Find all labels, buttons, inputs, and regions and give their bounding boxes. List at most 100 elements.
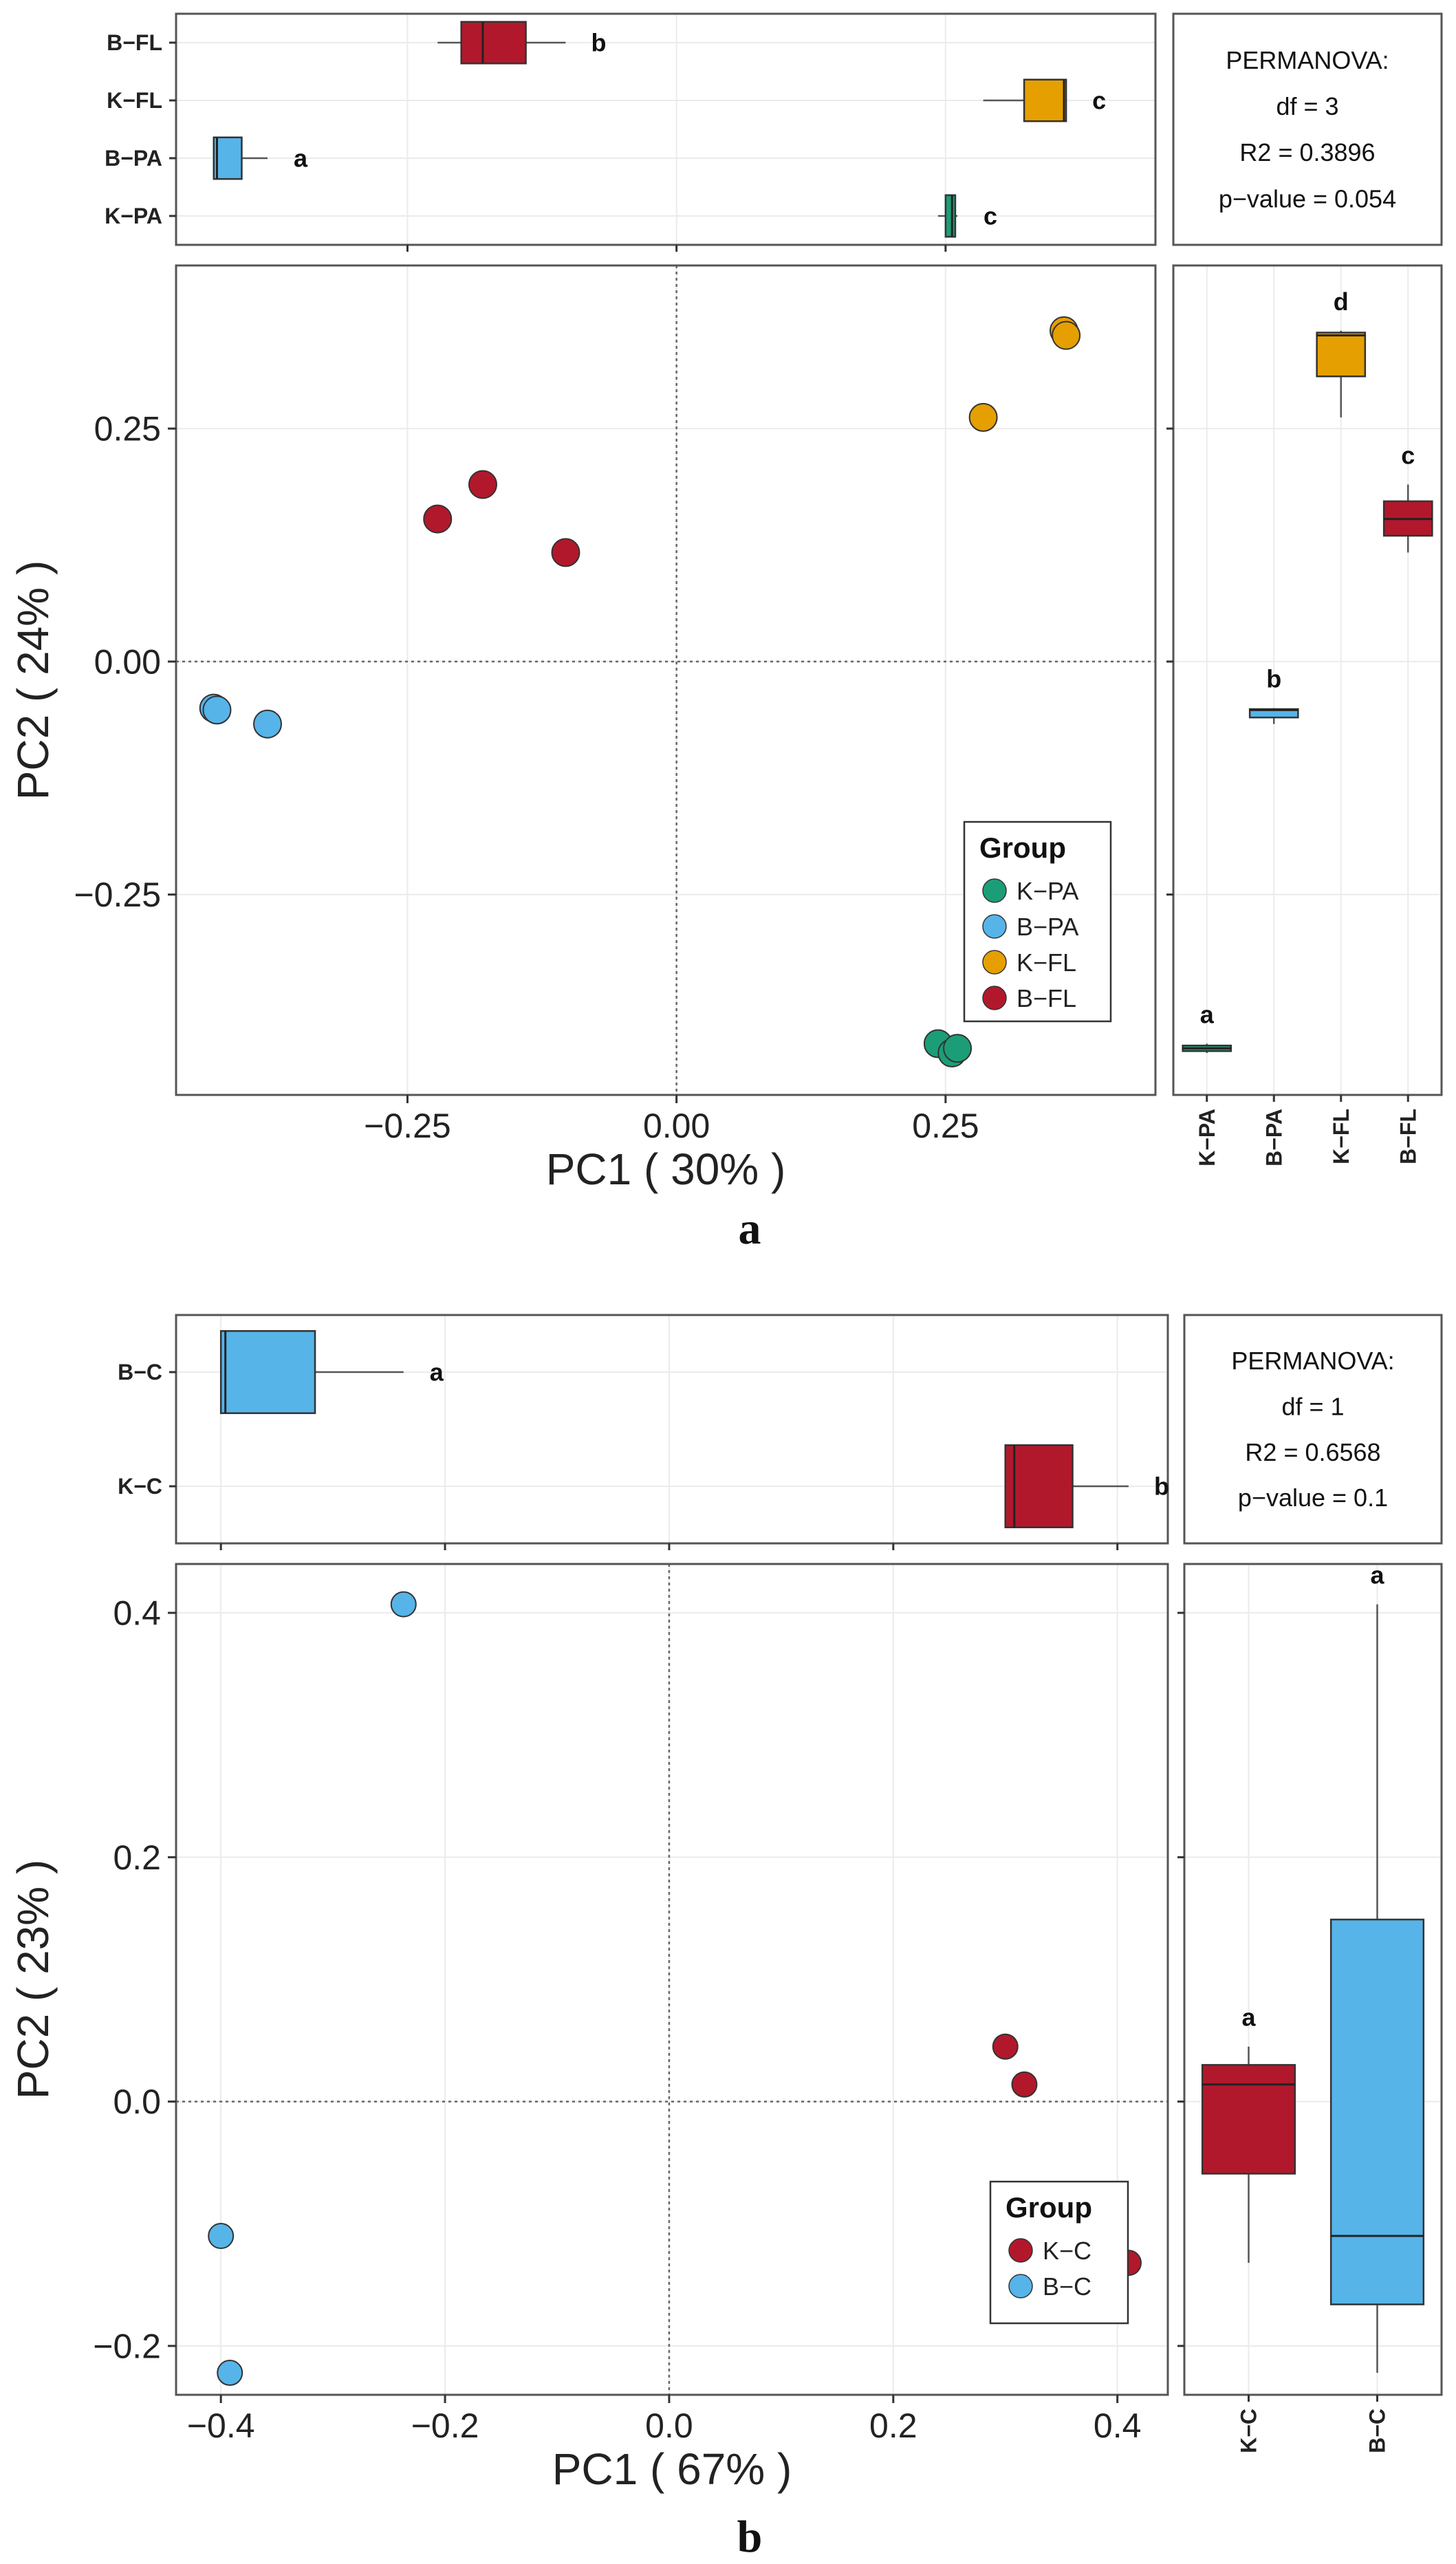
data-point: [423, 504, 453, 534]
legend-swatch: [982, 878, 1007, 903]
x-tick-label: 0.0: [645, 2407, 693, 2445]
right-box-b-pa: b B−PA: [1248, 665, 1299, 1166]
series-b-pa: [199, 693, 283, 739]
top-boxplot-panel: [175, 1314, 1169, 1545]
significance-letter: a: [1241, 2003, 1256, 2032]
y-tick-label: 0.4: [113, 1594, 161, 1633]
permanova-line: df = 3: [1276, 92, 1338, 120]
permanova-box: [1183, 1314, 1443, 1545]
permanova-box: [1172, 12, 1443, 246]
significance-letter: d: [1334, 287, 1349, 316]
top-box-k-pa: c K−PA: [105, 194, 997, 238]
box-body: [944, 194, 957, 238]
box-body: [213, 136, 243, 180]
permanova-line: p−value = 0.1: [1238, 1484, 1388, 1512]
significance-letter: a: [1370, 1561, 1384, 1589]
y-tick-label: 0.0: [113, 2083, 161, 2121]
right-box-b-c: a B−C: [1329, 1561, 1425, 2453]
x-axis-label: PC1 ( 30% ): [546, 1144, 786, 1194]
box-body: [219, 1329, 316, 1415]
right-boxplot-border: [1172, 264, 1443, 1096]
top-box-k-fl: c K−FL: [107, 78, 1106, 122]
panel-letter: b: [737, 2512, 763, 2562]
right-category-label: K−FL: [1329, 1109, 1354, 1164]
legend-swatch: [1008, 2238, 1033, 2263]
legend-entry: B−PA: [1017, 913, 1078, 941]
scatter-panel-border: [175, 1563, 1169, 2396]
right-box-b-fl: c B−FL: [1382, 441, 1433, 1164]
legend-swatch: [982, 950, 1007, 975]
y-tick-label: −0.2: [93, 2327, 161, 2365]
permanova-line: PERMANOVA:: [1226, 46, 1389, 74]
panel-b: −0.4 −0.2 0.0 0.2 0.4 0.4 0.2 0.0 −0.2 PC1 ( 67% …: [8, 1314, 1443, 2562]
top-category-label: K−FL: [107, 88, 162, 113]
legend-title: Group: [1006, 2191, 1092, 2224]
legend: Group K−C B−C: [989, 2180, 1129, 2325]
data-point: [1011, 2071, 1038, 2098]
top-boxplot-panel: [175, 12, 1157, 246]
top-category-label: B−C: [118, 1360, 162, 1384]
significance-letter: b: [591, 29, 606, 57]
permanova-line: R2 = 0.6568: [1245, 1438, 1380, 1466]
box-body: [1004, 1444, 1074, 1529]
top-category-label: K−PA: [105, 204, 162, 228]
legend-title: Group: [979, 832, 1066, 864]
significance-letter: c: [1401, 441, 1415, 469]
right-boxplot-border: [1183, 1563, 1443, 2396]
right-boxplot-panel: [1172, 264, 1443, 1096]
y-tick-label: 0.00: [94, 642, 161, 681]
data-point: [390, 1591, 417, 1618]
x-tick-label: −0.25: [364, 1107, 451, 1145]
data-point: [217, 2360, 243, 2387]
data-point: [253, 709, 283, 739]
series-b-fl: [423, 470, 580, 567]
permanova-line: df = 1: [1281, 1392, 1344, 1420]
x-tick-label: 0.2: [869, 2407, 917, 2445]
legend-entry: B−FL: [1017, 984, 1076, 1012]
data-point: [943, 1034, 973, 1063]
x-tick-label: 0.00: [643, 1107, 710, 1145]
right-category-label: B−C: [1365, 2409, 1390, 2453]
panel-a: −0.25 0.00 0.25 0.25 0.00 −0.25 PC1 ( 30% ) PC2…: [8, 12, 1443, 1254]
legend-swatch: [982, 986, 1007, 1010]
data-point: [202, 695, 232, 725]
top-category-label: B−PA: [105, 146, 162, 171]
y-tick-label: 0.2: [113, 1838, 161, 1877]
top-boxplot-border: [175, 12, 1157, 246]
permanova-line: p−value = 0.054: [1219, 184, 1396, 213]
permanova-line: R2 = 0.3896: [1239, 138, 1375, 166]
series-k-fl: [968, 316, 1081, 432]
box-body: [460, 21, 527, 65]
y-tick-label: 0.25: [94, 410, 161, 448]
right-category-label: B−PA: [1261, 1109, 1286, 1166]
data-point: [468, 470, 497, 499]
right-category-label: B−FL: [1395, 1109, 1420, 1164]
legend-entry: K−PA: [1017, 877, 1078, 905]
significance-letter: a: [430, 1358, 444, 1387]
top-boxplot-border: [175, 1314, 1169, 1545]
right-category-label: K−PA: [1195, 1109, 1219, 1166]
significance-letter: c: [1092, 87, 1106, 115]
scatter-panel-border: [175, 264, 1157, 1096]
legend-entry: B−C: [1043, 2272, 1091, 2301]
data-point: [208, 2223, 235, 2250]
y-axis-label: PC2 ( 23% ): [8, 1860, 58, 2100]
x-tick-label: 0.4: [1094, 2407, 1142, 2445]
top-category-label: B−FL: [107, 30, 162, 55]
box-body: [1201, 2064, 1296, 2175]
x-tick-label: −0.4: [187, 2407, 255, 2445]
significance-letter: b: [1266, 665, 1281, 693]
top-box-k-c: b K−C: [118, 1444, 1169, 1529]
x-axis-label: PC1 ( 67% ): [552, 2444, 792, 2494]
significance-letter: b: [1154, 1473, 1169, 1501]
y-tick-label: −0.25: [74, 876, 161, 914]
data-point: [968, 402, 998, 432]
x-tick-label: 0.25: [912, 1107, 979, 1145]
right-box-k-c: a K−C: [1201, 2003, 1296, 2453]
top-box-b-pa: a B−PA: [105, 136, 308, 180]
significance-letter: c: [984, 202, 997, 230]
legend-entry: K−FL: [1017, 948, 1076, 977]
box-body: [1329, 1918, 1425, 2305]
right-box-k-pa: a K−PA: [1182, 1000, 1232, 1166]
